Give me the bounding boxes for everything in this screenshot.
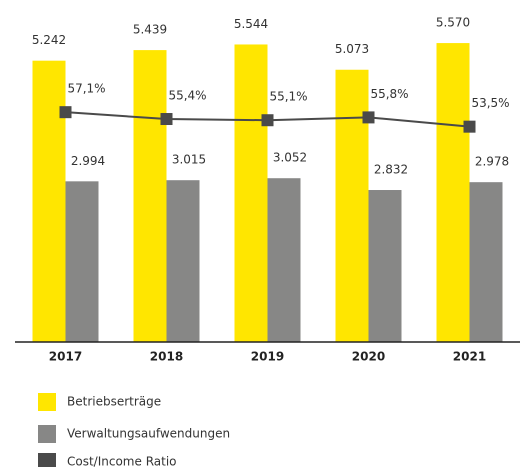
legend-label: Betriebserträge [67,395,161,409]
bar [368,190,402,342]
x-tick-label: 2018 [150,350,183,364]
data-label: 5.544 [234,17,268,31]
bar [335,69,369,343]
bar [133,50,167,343]
data-label: 3.052 [273,151,307,165]
data-label: 55,4% [168,89,206,103]
line-marker [59,106,72,119]
bar [166,180,200,342]
bar [267,178,301,342]
legend-swatch [38,453,56,467]
legend-swatch [38,393,56,411]
bar [436,43,470,343]
data-label: 55,8% [370,87,408,101]
data-label: 2.994 [71,154,105,168]
line-marker [463,120,476,133]
data-label: 5.439 [133,23,167,37]
data-label: 2.832 [374,163,408,177]
line-marker [362,111,375,124]
bar [234,44,268,343]
bar [65,181,99,342]
x-tick-label: 2019 [251,350,284,364]
data-label: 5.570 [436,16,470,30]
line-marker [261,114,274,127]
data-label: 5.242 [32,33,66,47]
legend-swatch [38,425,56,443]
x-tick-label: 2020 [352,350,385,364]
data-label: 3.015 [172,153,206,167]
bar [32,60,66,343]
data-label: 57,1% [67,82,105,96]
data-label: 5.073 [335,42,369,56]
legend-label: Verwaltungsaufwendungen [67,427,230,441]
x-tick-label: 2017 [49,350,82,364]
line-marker [160,113,173,126]
data-label: 2.978 [475,155,509,169]
legend-label: Cost/Income Ratio [67,455,177,469]
data-label: 53,5% [471,96,509,110]
bar [469,182,503,342]
data-label: 55,1% [269,90,307,104]
x-tick-label: 2021 [453,350,486,364]
